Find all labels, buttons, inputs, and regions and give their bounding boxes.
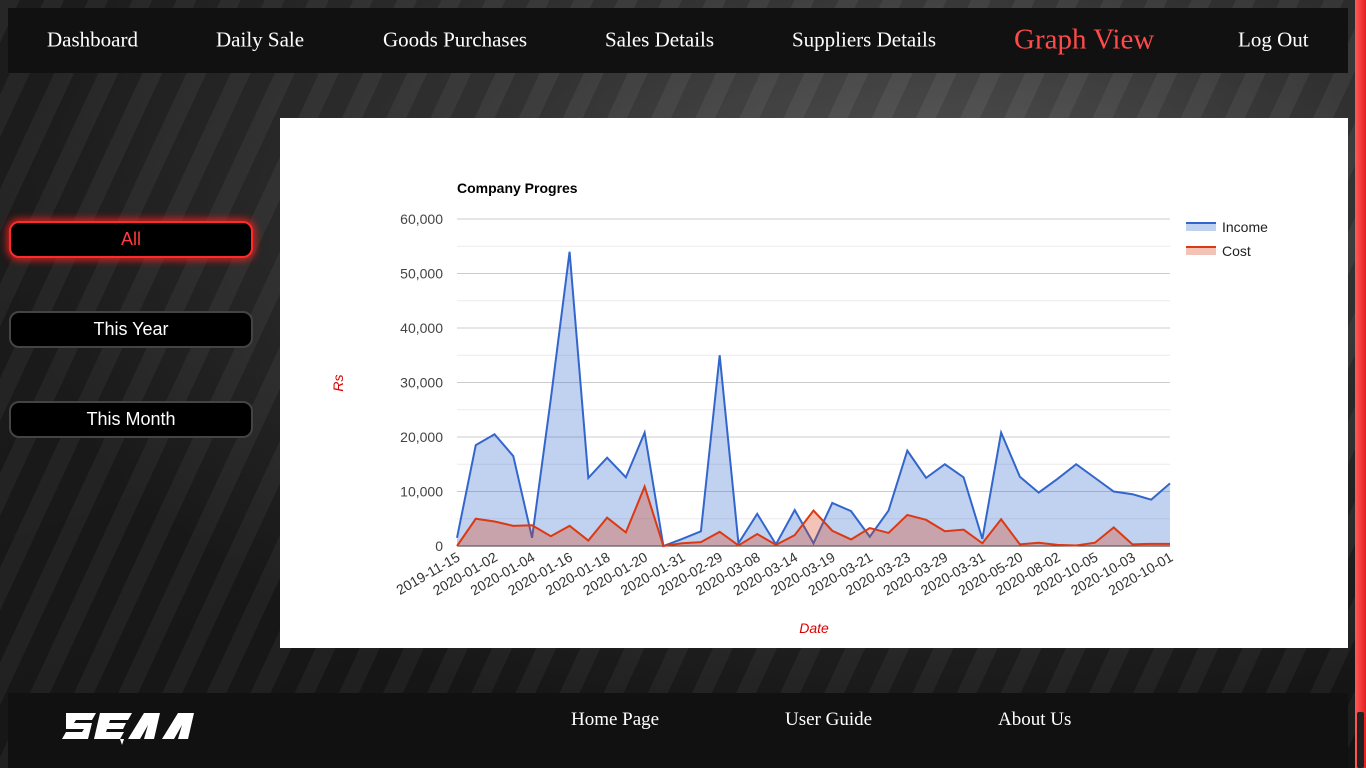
line-income[interactable] <box>456 251 1171 548</box>
y-tick-label: 20,000 <box>400 429 443 445</box>
page-scrollbar[interactable] <box>1355 0 1366 768</box>
area-cost <box>457 486 1170 546</box>
y-tick-label: 0 <box>435 538 443 554</box>
y-axis-ticks: 0 10,000 20,000 30,000 40,000 50,000 60,000 <box>400 211 443 554</box>
nav-log-out[interactable]: Log Out <box>1238 27 1309 52</box>
y-axis-label: Rs <box>330 374 346 391</box>
nav-daily-sale[interactable]: Daily Sale <box>216 27 305 52</box>
y-tick-label: 10,000 <box>400 484 443 500</box>
nav-dashboard[interactable]: Dashboard <box>47 27 138 52</box>
filter-this-year-button[interactable]: This Year <box>9 311 253 348</box>
seaa-logo-icon[interactable] <box>62 709 202 745</box>
chart-areas <box>456 251 1171 548</box>
footer-home-page-link[interactable]: Home Page <box>571 709 660 730</box>
y-tick-label: 30,000 <box>400 375 443 391</box>
legend-income[interactable]: Income <box>1186 219 1268 235</box>
footer-user-guide-link[interactable]: User Guide <box>785 709 873 730</box>
nav-sales-details[interactable]: Sales Details <box>605 27 715 52</box>
footer: Home Page User Guide About Us <box>8 693 1348 768</box>
footer-about-us-link[interactable]: About Us <box>998 709 1072 730</box>
y-tick-label: 60,000 <box>400 211 443 227</box>
filter-this-month-button[interactable]: This Month <box>9 401 253 438</box>
top-navigation: Dashboard Daily Sale Goods Purchases Sal… <box>8 8 1348 73</box>
legend-income-label: Income <box>1222 219 1268 235</box>
chart-panel: 0 10,000 20,000 30,000 40,000 50,000 60,000 20… <box>280 118 1348 648</box>
y-tick-label: 40,000 <box>400 320 443 336</box>
chart-legend: Income Cost <box>1186 219 1268 259</box>
line-cost[interactable] <box>456 483 1170 548</box>
nav-goods-purchases[interactable]: Goods Purchases <box>383 27 528 52</box>
y-tick-label: 50,000 <box>400 266 443 282</box>
nav-graph-view[interactable]: Graph View <box>1014 23 1155 56</box>
filter-all-button[interactable]: All <box>9 221 253 258</box>
chart-title: Company Progres <box>457 180 578 196</box>
x-axis-label: Date <box>799 620 829 636</box>
company-progress-chart: 0 10,000 20,000 30,000 40,000 50,000 60,000 20… <box>330 180 1268 636</box>
legend-cost-label: Cost <box>1222 243 1251 259</box>
area-income <box>457 251 1170 546</box>
nav-suppliers-details[interactable]: Suppliers Details <box>792 27 937 52</box>
legend-cost[interactable]: Cost <box>1186 243 1251 259</box>
scrollbar-thumb[interactable] <box>1357 712 1364 768</box>
x-axis-ticks: 2019-11-152020-01-022020-01-042020-01-16… <box>393 549 1175 599</box>
